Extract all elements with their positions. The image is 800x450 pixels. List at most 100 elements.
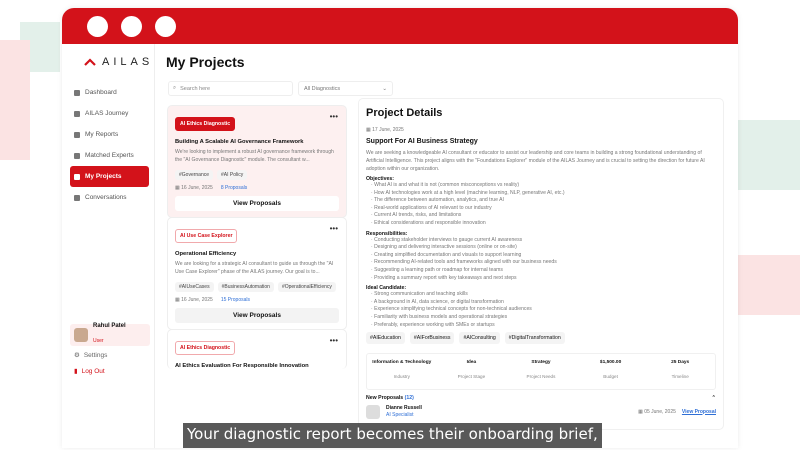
more-icon[interactable]: ••• (329, 336, 338, 345)
list-item: Strong communication and teaching skills (366, 291, 716, 299)
user-name: Rahul Patel (93, 323, 126, 329)
more-icon[interactable]: ••• (329, 224, 338, 233)
window-button[interactable] (87, 16, 108, 37)
details-description: We are seeking a knowledgeable AI consul… (366, 150, 705, 172)
responsibilities-list: Conducting stakeholder interviews to gau… (366, 237, 716, 283)
decor-shape (738, 255, 800, 315)
candidate-list: Strong communication and teaching skills… (366, 291, 716, 329)
list-item: Real-world applications of AI relevant t… (366, 205, 716, 213)
diagnostic-badge: AI Use Case Explorer (175, 229, 238, 243)
search-input[interactable]: ⌕ Search here (168, 81, 293, 96)
project-card[interactable]: AI Use Case Explorer ••• Operational Effi… (167, 217, 347, 330)
list-item: Recommending AI-related tools and framew… (366, 259, 716, 267)
card-title: Operational Efficiency (175, 251, 237, 257)
stat-stage: Idea Project Stage (457, 360, 486, 380)
sidebar-item-projects[interactable]: My Projects (70, 166, 149, 187)
view-proposals-button[interactable]: View Proposals (175, 196, 339, 211)
chevron-down-icon: ⌄ (382, 85, 387, 92)
filter-value: All Diagnostics (304, 85, 341, 92)
user-profile[interactable]: Rahul Patel User (70, 323, 150, 346)
list-item: Designing and delivering interactive ses… (366, 244, 716, 252)
list-item: Familiarity with business models and ope… (366, 314, 716, 322)
page-title: My Projects (166, 54, 245, 70)
journey-icon (74, 110, 80, 117)
chevron-up-icon[interactable]: ⌃ (711, 395, 716, 401)
tag: #Governance (175, 170, 214, 180)
sidebar-item-label: My Reports (85, 131, 119, 138)
sidebar-item-experts[interactable]: Matched Experts (70, 145, 149, 166)
details-title: Support For AI Business Strategy (366, 138, 478, 145)
diagnostics-filter[interactable]: All Diagnostics ⌄ (298, 81, 393, 96)
card-description: We are looking for a strategic AI consul… (175, 261, 334, 275)
view-proposals-button[interactable]: View Proposals (175, 308, 339, 323)
card-description: We're looking to implement a robust AI g… (175, 149, 334, 163)
section-heading: Objectives: (366, 176, 394, 182)
stat-industry: Information & Technology Industry (372, 360, 432, 380)
avatar (366, 405, 380, 419)
projects-icon (74, 173, 80, 180)
sidebar-item-journey[interactable]: AILAS Journey (70, 103, 149, 124)
decor-shape (0, 40, 30, 160)
proposals-link[interactable]: 8 Proposals (220, 185, 248, 191)
list-item: The difference between automation, analy… (366, 197, 716, 205)
sidebar-item-label: AILAS Journey (85, 110, 129, 117)
tag: #AIConsulting (459, 332, 500, 345)
sidebar-item-label: Conversations (85, 194, 127, 201)
report-icon (74, 131, 80, 138)
logo-text: AILAS (102, 56, 154, 68)
card-title: Building A Scalable AI Governance Framew… (175, 139, 304, 145)
list-item: Conducting stakeholder interviews to gau… (366, 237, 716, 245)
tag: #AIForBusiness (409, 332, 455, 345)
project-card[interactable]: AI Ethics Diagnostic ••• AI Ethics Evalua… (167, 329, 347, 369)
proposal-date: ▦ 05 June, 2025 (638, 408, 676, 415)
diagnostic-badge: AI Ethics Diagnostic (175, 117, 236, 131)
stat-needs: Strategy Project Needs (526, 360, 556, 380)
logo-icon (84, 58, 96, 66)
sidebar-item-dashboard[interactable]: Dashboard (70, 82, 149, 103)
list-item: Preferably, experience working with SMEs… (366, 322, 716, 330)
window-button[interactable] (155, 16, 176, 37)
project-card[interactable]: AI Ethics Diagnostic ••• Building A Scala… (167, 105, 347, 218)
sidebar-item-reports[interactable]: My Reports (70, 124, 149, 145)
sidebar-item-label: My Projects (85, 173, 122, 180)
logout-icon: ▮ (74, 368, 78, 375)
sidebar-item-conversations[interactable]: Conversations (70, 187, 149, 208)
list-item: Suggesting a learning path or roadmap fo… (366, 267, 716, 275)
card-date: ▦ 16 June, 2025 (175, 185, 213, 191)
list-item: What AI is and what it is not (common mi… (366, 182, 716, 190)
details-date: ▦ 17 June, 2025 (366, 127, 404, 133)
gear-icon: ⚙ (74, 352, 80, 359)
card-title: AI Ethics Evaluation For Responsible Inn… (175, 363, 309, 369)
tag: #AIEducation (366, 332, 405, 345)
card-date: ▦ 16 June, 2025 (175, 297, 213, 303)
video-caption: Your diagnostic report becomes their onb… (183, 423, 602, 448)
proposals-link[interactable]: 15 Proposals (220, 297, 251, 303)
window-titlebar (62, 8, 738, 44)
objectives-list: What AI is and what it is not (common mi… (366, 182, 716, 228)
settings-link[interactable]: ⚙ Settings (74, 351, 107, 360)
list-item: Ethical considerations and responsible i… (366, 220, 716, 228)
tag: #OperationalEfficiency (277, 282, 336, 292)
more-icon[interactable]: ••• (329, 112, 338, 121)
search-icon: ⌕ (173, 85, 177, 91)
proposal-item: Dianne Russell AI Specialist ▦ 05 June, 2… (366, 405, 716, 419)
list-item: How AI technologies work at a high level… (366, 190, 716, 198)
dashboard-icon (74, 89, 80, 96)
logo: AILAS (84, 56, 154, 68)
logout-link[interactable]: ▮ Log Out (74, 367, 105, 376)
tag: #BusinessAutomation (217, 282, 274, 292)
sidebar: AILAS Dashboard AILAS Journey My Reports… (62, 44, 155, 448)
new-proposals-header[interactable]: New Proposals (12) ⌃ (366, 395, 716, 401)
avatar (74, 328, 88, 342)
list-item: Creating simplified documentation and vi… (366, 252, 716, 260)
stat-timeline: 25 Days Timeline (671, 360, 690, 380)
tag: #AIUseCases (175, 282, 214, 292)
section-heading: Ideal Candidate: (366, 285, 407, 292)
project-details-panel: Project Details ▦ 17 June, 2025 Support … (358, 98, 724, 430)
view-proposal-link[interactable]: View Proposal (681, 408, 716, 415)
search-placeholder: Search here (180, 85, 211, 92)
user-role: User (93, 338, 104, 344)
main-content: My Projects ⌕ Search here All Diagnostics… (155, 44, 738, 448)
diagnostic-badge: AI Ethics Diagnostic (175, 341, 236, 355)
window-button[interactable] (121, 16, 142, 37)
